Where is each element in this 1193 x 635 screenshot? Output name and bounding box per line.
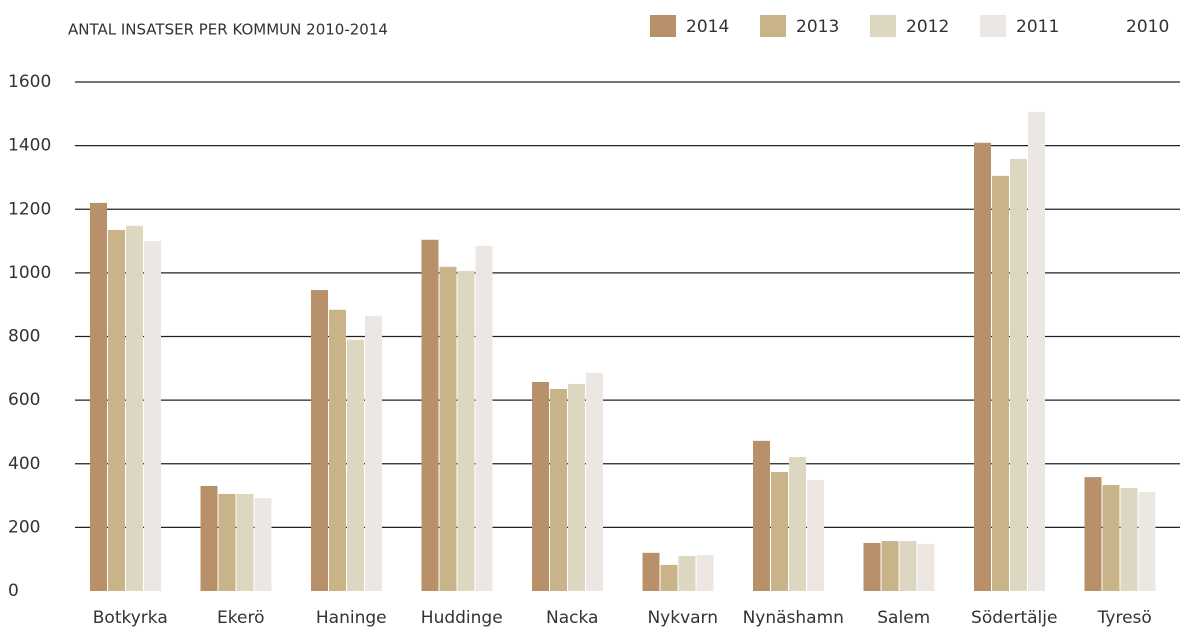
y-tick-label: 600 xyxy=(8,390,40,410)
y-tick-label: 1600 xyxy=(8,72,51,92)
bar xyxy=(568,383,585,591)
bar xyxy=(200,486,218,591)
bar xyxy=(660,564,678,591)
bar xyxy=(863,542,881,591)
bar xyxy=(311,290,328,591)
bar xyxy=(1010,158,1027,591)
bar xyxy=(108,229,125,591)
bar xyxy=(457,270,475,591)
legend-swatch xyxy=(760,15,786,37)
bar xyxy=(347,339,364,591)
legend-label: 2011 xyxy=(1016,17,1059,37)
bar xyxy=(1102,485,1120,591)
x-tick-label: Salem xyxy=(877,608,930,628)
y-tick-label: 1000 xyxy=(8,263,51,283)
legend-swatch xyxy=(1090,15,1116,37)
x-tick-label: Tyresö xyxy=(1097,608,1152,628)
bar xyxy=(771,472,788,591)
bar xyxy=(218,493,236,591)
bar xyxy=(254,498,272,591)
x-tick-label: Södertälje xyxy=(971,608,1057,628)
bar xyxy=(439,266,457,591)
bar xyxy=(881,541,899,591)
x-tick-label: Haninge xyxy=(316,608,387,628)
x-tick-label: Nacka xyxy=(546,608,598,628)
legend-swatch xyxy=(650,15,676,37)
x-tick-label: Botkyrka xyxy=(93,608,168,628)
bar xyxy=(974,142,991,591)
bar xyxy=(90,202,107,591)
legend-label: 2012 xyxy=(906,17,949,37)
bar xyxy=(1120,487,1138,591)
x-tick-label: Nynäshamn xyxy=(743,608,844,628)
y-tick-label: 400 xyxy=(8,454,40,474)
chart-title: ANTAL INSATSER PER KOMMUN 2010-2014 xyxy=(68,21,388,39)
x-tick-label: Ekerö xyxy=(217,608,264,628)
bar xyxy=(1084,477,1102,591)
legend-swatch xyxy=(870,15,896,37)
bar xyxy=(899,541,917,591)
y-tick-label: 200 xyxy=(8,517,40,537)
bar xyxy=(1138,492,1156,591)
bar xyxy=(753,440,770,591)
bar xyxy=(992,175,1009,592)
bar xyxy=(475,245,493,591)
bar xyxy=(642,552,660,591)
bar xyxy=(329,309,346,591)
x-tick-label: Huddinge xyxy=(421,608,503,628)
bar xyxy=(236,493,254,591)
bar xyxy=(789,457,806,591)
bar xyxy=(586,372,603,591)
bar xyxy=(696,555,714,591)
y-tick-label: 0 xyxy=(8,581,19,601)
bar xyxy=(421,239,439,592)
legend-label: 2014 xyxy=(686,17,729,37)
bar xyxy=(807,479,824,591)
legend-label: 2010 xyxy=(1126,17,1169,37)
bar xyxy=(678,556,696,591)
y-tick-label: 800 xyxy=(8,327,40,347)
bar xyxy=(550,388,567,591)
bar xyxy=(532,381,549,591)
legend-label: 2013 xyxy=(796,17,839,37)
bar xyxy=(917,543,935,591)
bar xyxy=(126,225,143,592)
y-tick-label: 1200 xyxy=(8,199,51,219)
legend-swatch xyxy=(980,15,1006,37)
bar xyxy=(144,241,161,591)
y-tick-label: 1400 xyxy=(8,136,51,156)
bar xyxy=(1028,111,1045,591)
x-tick-label: Nykvarn xyxy=(647,608,718,628)
bar xyxy=(365,315,382,591)
